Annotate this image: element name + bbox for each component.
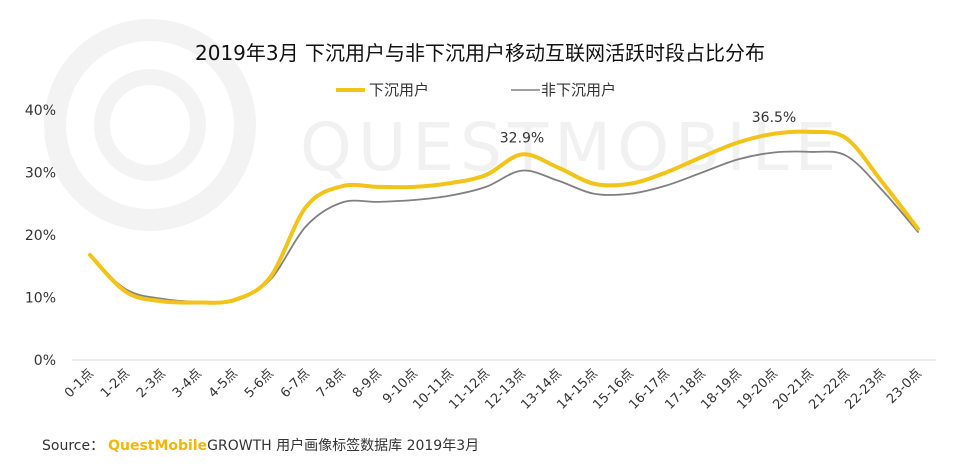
x-tick-label: 0-1点: [62, 366, 97, 401]
chart-title: 2019年3月 下沉用户与非下沉用户移动互联网活跃时段占比分布: [195, 41, 765, 65]
legend-label-series-0: 下沉用户: [369, 81, 429, 99]
source-prefix: Source：: [42, 438, 105, 454]
series-line-0: [88, 129, 920, 305]
y-tick-label: 20%: [25, 228, 56, 244]
y-tick-label: 40%: [25, 103, 56, 119]
legend: 下沉用户 非下沉用户: [336, 81, 616, 99]
x-tick-label: 2-3点: [134, 366, 169, 401]
y-axis-ticks: 0% 10% 20% 30% 40%: [25, 103, 56, 369]
x-tick-label: 3-4点: [170, 366, 205, 401]
data-label: 36.5%: [752, 110, 796, 126]
watermark-ring-icon: [44, 19, 256, 231]
source-note: Source： QuestMobileGROWTH 用户画像标签数据库 2019年…: [42, 435, 479, 455]
x-tick-label: 7-8点: [314, 366, 349, 401]
x-tick-label: 1-2点: [98, 366, 133, 401]
x-tick-label: 5-6点: [242, 366, 277, 401]
series-lines: [88, 129, 920, 305]
legend-label-series-1: 非下沉用户: [541, 81, 616, 99]
x-tick-label: 22-23点: [842, 366, 889, 413]
source-rest: GROWTH 用户画像标签数据库 2019年3月: [207, 438, 480, 454]
x-tick-label: 23-0点: [884, 366, 925, 407]
source-brand: QuestMobile: [108, 438, 208, 454]
watermark-ring-inner-icon: [94, 69, 206, 181]
y-tick-label: 30%: [25, 166, 56, 182]
x-axis-ticks: 0-1点 1-2点 2-3点 3-4点 4-5点 5-6点 6-7点 7-8点 8-9点9-10…: [62, 366, 925, 413]
data-label: 32.9%: [500, 130, 544, 146]
data-labels: 32.9% 36.5%: [500, 110, 796, 147]
x-tick-label: 6-7点: [278, 366, 313, 401]
x-tick-label: 4-5点: [206, 366, 241, 401]
y-tick-label: 10%: [25, 291, 56, 307]
y-tick-label: 0%: [34, 353, 56, 369]
